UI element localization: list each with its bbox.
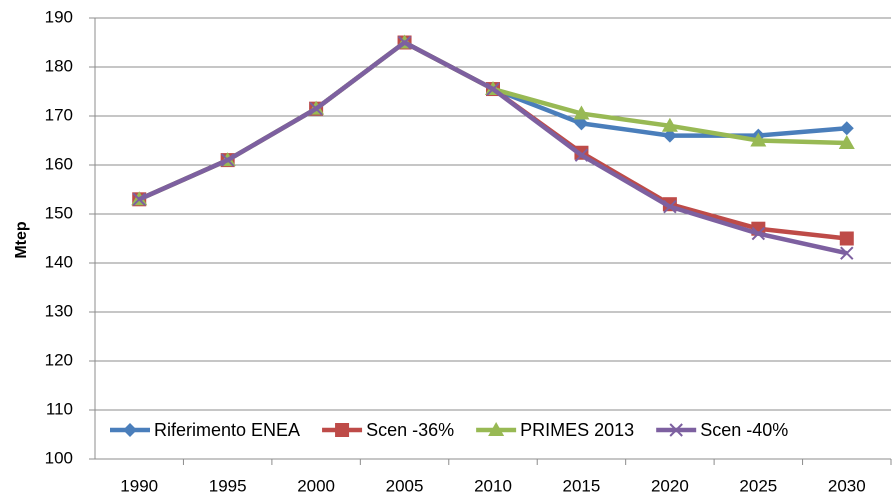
y-tick-label: 110	[46, 399, 73, 418]
marker	[574, 116, 589, 131]
marker	[220, 153, 235, 167]
marker	[750, 132, 767, 147]
y-tick-label: 190	[45, 7, 73, 26]
y-tick-label: 180	[45, 56, 73, 75]
marker	[397, 35, 412, 50]
marker	[840, 246, 854, 260]
x-tick-label: 2030	[828, 476, 866, 495]
marker	[663, 199, 677, 214]
marker	[309, 101, 323, 116]
legend-label: Scen -36%	[366, 420, 454, 440]
y-tick-label: 130	[45, 301, 73, 320]
series-line	[138, 40, 848, 241]
legend-marker	[123, 423, 137, 437]
x-tick-label: 2005	[386, 476, 424, 495]
x-tick-label: 1990	[120, 476, 158, 495]
marker	[486, 82, 500, 96]
x-tick-label: 2020	[651, 476, 689, 495]
x-tick-label: 2000	[297, 476, 335, 495]
marker	[839, 231, 854, 246]
x-tick-label: 2025	[739, 476, 777, 495]
marker	[751, 226, 766, 241]
y-tick-label: 150	[45, 203, 73, 222]
marker	[839, 121, 854, 136]
y-tick-label: 120	[45, 350, 73, 369]
x-tick-label: 2015	[563, 476, 601, 495]
y-tick-label: 160	[45, 154, 73, 173]
marker	[132, 192, 146, 207]
legend-marker	[335, 423, 350, 437]
x-tick-label: 2010	[474, 476, 512, 495]
marker	[573, 105, 590, 120]
legend-label: Scen -40%	[700, 420, 788, 440]
y-axis-label: Mtep	[13, 221, 30, 259]
marker	[838, 134, 855, 149]
marker	[662, 128, 677, 143]
legend-label: PRIMES 2013	[520, 420, 634, 440]
x-tick-label: 1995	[209, 476, 247, 495]
series-line	[138, 40, 847, 202]
legend-marker	[488, 422, 505, 436]
legend-marker	[669, 423, 683, 437]
legend-label: Riferimento ENEA	[154, 420, 300, 440]
y-tick-label: 170	[45, 105, 73, 124]
y-tick-label: 140	[45, 252, 73, 271]
marker	[574, 148, 589, 162]
y-tick-label: 100	[45, 448, 73, 467]
marker	[661, 117, 678, 132]
series-line	[138, 40, 847, 202]
